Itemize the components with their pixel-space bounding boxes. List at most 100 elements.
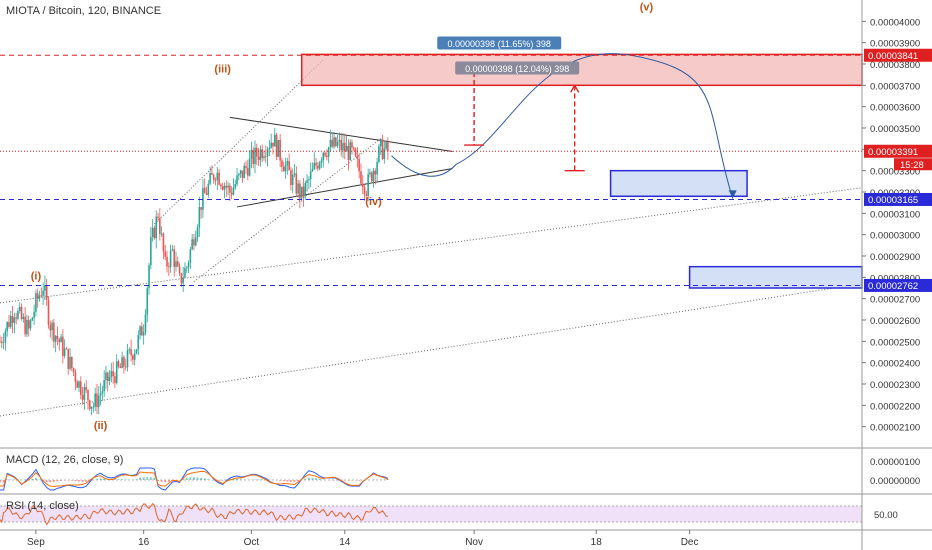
time-tick-label: Nov [465, 537, 483, 548]
macd-histogram-bar [347, 480, 350, 481]
macd-label: MACD (12, 26, close, 9) [6, 454, 124, 466]
candle-body [196, 227, 199, 238]
macd-histogram-bar [193, 477, 195, 480]
trendlines [0, 59, 863, 417]
candle-body [8, 321, 10, 327]
price-tick-label: 0.00003000 [870, 231, 920, 242]
macd-histogram-bar [383, 479, 386, 480]
candle-body [123, 357, 125, 367]
candle-body [300, 186, 303, 199]
projection-arrowhead [728, 190, 737, 199]
candle-body [187, 262, 190, 268]
candle-body [112, 371, 114, 377]
candle-body [272, 142, 274, 147]
price-tick-label: 0.00002800 [870, 273, 920, 284]
candle-body [236, 175, 238, 185]
candle-body [243, 165, 246, 178]
macd-histogram-bar [149, 477, 152, 480]
candle-body [356, 155, 359, 160]
macd-histogram-bar [293, 480, 296, 483]
candle-body [114, 376, 116, 383]
candle-body [263, 156, 265, 159]
candle-body [40, 295, 43, 297]
candle-body [212, 174, 215, 181]
level-price-text: 0.00003391 [868, 147, 918, 158]
wave-iii-channel-bottom [193, 138, 382, 282]
macd-histogram-bar [372, 479, 375, 480]
macd-pane: 0.00000100 0.00000000 [0, 457, 920, 491]
candle-body [135, 349, 138, 354]
candle-body [72, 368, 75, 373]
candle-body [175, 261, 177, 267]
candle-body [99, 393, 102, 396]
candle-body [0, 341, 1, 343]
macd-histogram-bar [236, 478, 238, 480]
price-tick-label: 0.00003500 [870, 124, 920, 135]
candle-body [281, 160, 283, 167]
candle-body [250, 150, 253, 159]
price-tick-label: 0.00002600 [870, 316, 920, 327]
time-axis: Sep 16 Oct 14 Nov 18 Dec [27, 530, 698, 548]
signal-line [0, 470, 389, 488]
candle-body [31, 317, 34, 321]
candle-body [139, 326, 141, 336]
candle-body [229, 185, 231, 193]
candle-body [164, 251, 167, 257]
macd-histogram-bar [207, 479, 210, 480]
candle-body [247, 168, 249, 176]
candle-body [376, 161, 378, 175]
level-price-tag [864, 48, 932, 62]
candle-body [335, 137, 337, 146]
time-tick-label: 16 [138, 537, 150, 548]
candle-body [94, 393, 96, 407]
price-tick-label: 0.00002100 [870, 423, 920, 434]
candle-body [87, 390, 89, 401]
candle-body [223, 185, 226, 190]
candle-body [185, 267, 188, 269]
price-tick-label: 0.00002500 [870, 337, 920, 348]
resistance-zone [300, 53, 863, 87]
countdown-text: 15:28 [900, 160, 924, 171]
price-levels: 0.00003841 0.00003391 0.00003165 0.00002762… [0, 48, 932, 292]
time-tick-label: Oct [244, 537, 260, 548]
candle-body [78, 381, 80, 388]
candle-body [291, 174, 294, 185]
price-tick-label: 0.00002300 [870, 380, 920, 391]
measurement-label-bg [437, 36, 562, 50]
macd-histogram-bar [135, 479, 138, 480]
candle-body [137, 335, 140, 350]
macd-histogram-bar [387, 479, 389, 480]
macd-histogram-bar [221, 480, 224, 481]
candle-body [254, 147, 256, 165]
macd-histogram-bar [121, 479, 124, 480]
candle-body [90, 406, 93, 409]
candle-body [299, 183, 301, 199]
candle-body [374, 170, 377, 175]
candle-body [9, 316, 12, 327]
measurement-label-bg [455, 61, 580, 75]
candle-body [331, 139, 334, 147]
candle-body [326, 155, 328, 157]
wave-label: (iii) [214, 64, 231, 76]
candle-body [130, 349, 132, 356]
candle-body [378, 146, 380, 162]
candle-body [47, 299, 50, 325]
candle-body [214, 180, 217, 181]
candle-body [162, 233, 165, 252]
candle-body [327, 147, 330, 157]
candle-body [227, 185, 229, 188]
candle-body [306, 180, 308, 183]
candle-body [345, 146, 348, 152]
candle-body [142, 332, 145, 336]
candle-body [171, 249, 174, 251]
rsi-line [0, 502, 388, 526]
macd-histogram-bar [153, 477, 156, 480]
candle-body [200, 207, 202, 210]
macd-histogram-bar [160, 480, 163, 482]
candle-body [349, 142, 351, 161]
macd-line [0, 467, 389, 491]
rsi-pane: 50.00 [0, 502, 898, 526]
wave-label: (iv) [365, 196, 382, 208]
